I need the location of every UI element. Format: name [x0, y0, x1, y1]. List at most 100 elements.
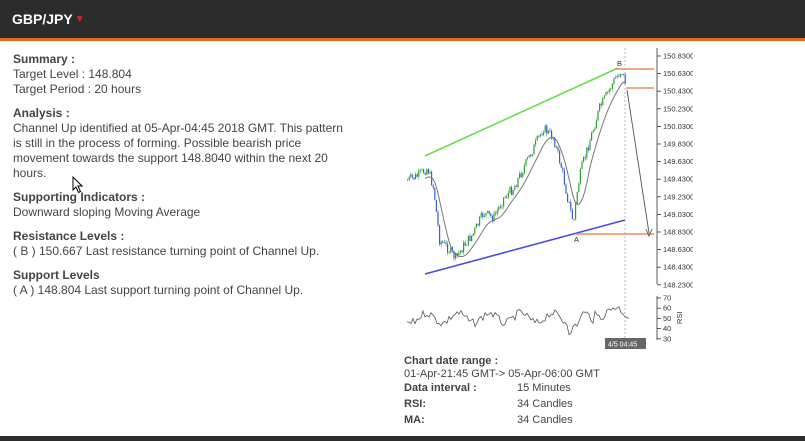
candle-body — [488, 210, 490, 214]
price-tick-label: 149.2300 — [663, 192, 693, 201]
supporting-title: Supporting Indicators : — [13, 190, 145, 204]
candle-body — [581, 161, 583, 170]
candle-body — [463, 242, 465, 253]
price-axis-ticks: 150.8300 150.6300 150.4300 150.2300 150.0300… — [657, 52, 693, 289]
rsi-axis-label: RSI — [675, 311, 684, 324]
candle-body — [589, 140, 591, 151]
moving-average-line — [424, 81, 626, 258]
candle-body — [594, 128, 596, 131]
time-label-box — [605, 338, 646, 349]
candle-body — [464, 242, 466, 246]
candle-body — [423, 169, 425, 173]
date-range-value: 01-Apr-21:45 GMT-> 05-Apr-06:00 GMT — [404, 368, 600, 380]
candle-body — [437, 211, 439, 226]
price-tick-label: 149.6300 — [663, 157, 693, 166]
candle-body — [501, 206, 503, 208]
supporting-text: Downward sloping Moving Average — [13, 205, 201, 219]
candle-body — [469, 235, 471, 241]
target-period: Target Period : 20 hours — [13, 82, 142, 96]
candle-body — [535, 140, 537, 145]
candle-body — [618, 75, 620, 77]
candle-body — [424, 172, 426, 175]
candle-body — [443, 242, 445, 243]
projection-arrow-icon — [645, 228, 653, 238]
price-tick-label: 148.2300 — [663, 280, 693, 289]
channel-upper-line — [424, 67, 619, 157]
candle-body — [560, 162, 562, 168]
candle-body — [611, 83, 613, 89]
candle-body — [455, 253, 457, 259]
candle-body — [509, 187, 511, 193]
candle-body — [549, 130, 551, 132]
candle-body — [619, 73, 621, 77]
price-tick-label: 150.8300 — [663, 52, 693, 61]
analysis-panel: Summary : Target Level : 148.804 Target … — [13, 52, 343, 307]
ma-info-value: 34 Candles — [517, 414, 573, 426]
summary-section: Summary : Target Level : 148.804 Target … — [13, 52, 343, 97]
candle-body — [461, 250, 463, 253]
rsi-tick-label: 50 — [663, 314, 671, 323]
candle-body — [426, 169, 428, 175]
pair-title[interactable]: GBP/JPY ▼ — [12, 11, 85, 27]
interval-value: 15 Minutes — [517, 382, 571, 394]
candle-body — [525, 159, 527, 166]
candle-body — [498, 206, 500, 211]
rsi-tick-label: 70 — [663, 294, 671, 303]
rsi-info-value: 34 Candles — [517, 398, 573, 410]
price-chart[interactable]: 150.8300 150.6300 150.4300 150.2300 150.0300… — [403, 48, 693, 352]
candle-body — [624, 74, 626, 84]
bearish-arrow-icon: ▼ — [74, 14, 85, 25]
candle-body — [575, 203, 577, 220]
candle-body — [531, 154, 533, 157]
candle-body — [522, 172, 524, 177]
candle-body — [615, 77, 617, 79]
time-label: 4/5 04:45 — [608, 342, 637, 349]
candlesticks — [407, 73, 626, 262]
point-b-label: B — [617, 59, 622, 68]
candle-body — [555, 146, 557, 148]
candle-body — [527, 157, 529, 160]
candle-body — [434, 187, 436, 200]
candle-body — [503, 197, 505, 207]
date-range-label: Chart date range : — [404, 355, 499, 367]
resistance-text: ( B ) 150.667 Last resistance turning po… — [13, 244, 320, 258]
candle-body — [538, 136, 540, 137]
candle-body — [544, 125, 546, 133]
candle-body — [552, 138, 554, 140]
analysis-section: Analysis : Channel Up identified at 05-A… — [13, 106, 343, 181]
supporting-section: Supporting Indicators : Downward sloping… — [13, 190, 343, 220]
candle-body — [557, 146, 559, 151]
candle-body — [411, 174, 413, 178]
candle-body — [419, 169, 421, 171]
price-tick-label: 150.2300 — [663, 104, 693, 113]
candle-body — [418, 170, 420, 177]
candle-body — [456, 253, 458, 256]
candle-body — [602, 97, 604, 106]
price-tick-label: 148.4300 — [663, 263, 693, 272]
candle-body — [543, 132, 545, 136]
point-a-label: A — [574, 235, 579, 244]
candle-body — [448, 252, 450, 254]
rsi-tick-label: 40 — [663, 324, 671, 333]
candle-body — [496, 210, 498, 214]
candle-body — [546, 125, 548, 134]
candle-body — [597, 110, 599, 121]
candle-body — [507, 192, 509, 198]
chart-info: Chart date range : 01-Apr-21:45 GMT-> 05… — [404, 355, 600, 381]
price-tick-label: 148.6300 — [663, 245, 693, 254]
candle-body — [562, 167, 564, 171]
candle-body — [578, 183, 580, 193]
mouse-cursor-icon — [72, 176, 84, 194]
candle-body — [559, 150, 561, 163]
candle-body — [495, 213, 497, 215]
resistance-title: Resistance Levels : — [13, 229, 125, 243]
candle-body — [591, 132, 593, 141]
candle-body — [493, 213, 495, 222]
candle-body — [439, 225, 441, 245]
candle-body — [477, 223, 479, 226]
candle-body — [450, 247, 452, 253]
ma-info-label: MA: — [404, 414, 425, 426]
rsi-info-label: RSI: — [404, 398, 426, 410]
candle-body — [608, 89, 610, 93]
channel-lower-line — [424, 219, 626, 275]
